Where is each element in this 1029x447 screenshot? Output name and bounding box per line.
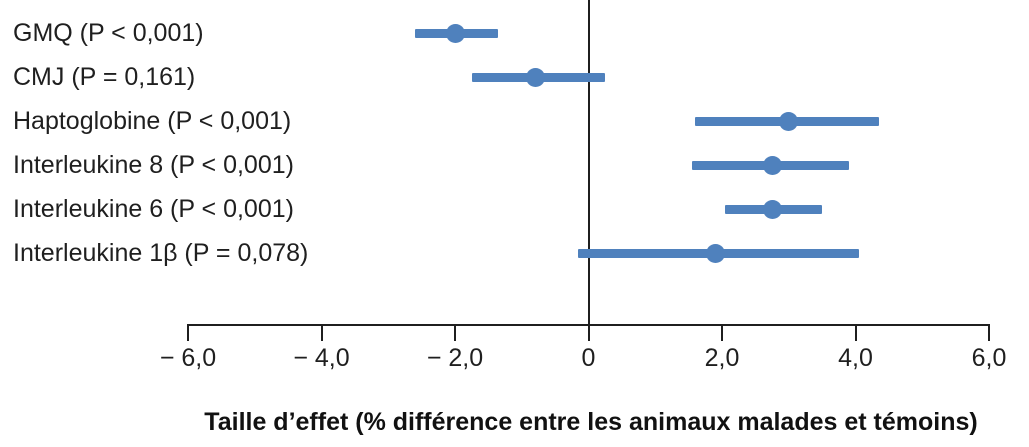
x-axis-tick [721,326,723,341]
x-axis-line [187,324,990,326]
x-axis-title: Taille d’effet (% différence entre les a… [204,408,978,436]
x-axis-tick [320,326,323,341]
row-label: Interleukine 1β (P = 0,078) [13,239,309,267]
point-marker [445,23,465,43]
x-axis-tick-label: 2,0 [704,344,740,372]
point-marker [762,199,782,219]
point-marker [779,111,799,131]
x-axis-tick [587,326,590,341]
x-axis-tick [454,326,456,341]
row-label: Interleukine 6 (P < 0,001) [13,195,294,223]
x-axis-tick-label: − 6,0 [159,344,217,372]
row-label: Interleukine 8 (P < 0,001) [13,151,294,179]
row-label: GMQ (P < 0,001) [13,19,204,47]
x-axis-tick-label: − 4,0 [293,344,350,372]
x-axis-tick-label: 4,0 [838,344,873,372]
point-marker [525,67,545,87]
x-axis-tick [187,326,189,341]
x-axis-tick [854,326,857,341]
x-axis-tick [988,326,990,341]
row-label: CMJ (P = 0,161) [13,63,196,91]
x-axis-tick-label: − 2,0 [426,344,484,372]
x-axis-tick-label: 0 [581,344,596,372]
x-axis-tick-label: 6,0 [971,344,1007,372]
zero-reference-line [587,0,590,341]
point-marker [705,243,725,263]
row-label: Haptoglobine (P < 0,001) [13,107,292,135]
point-marker [762,155,782,175]
